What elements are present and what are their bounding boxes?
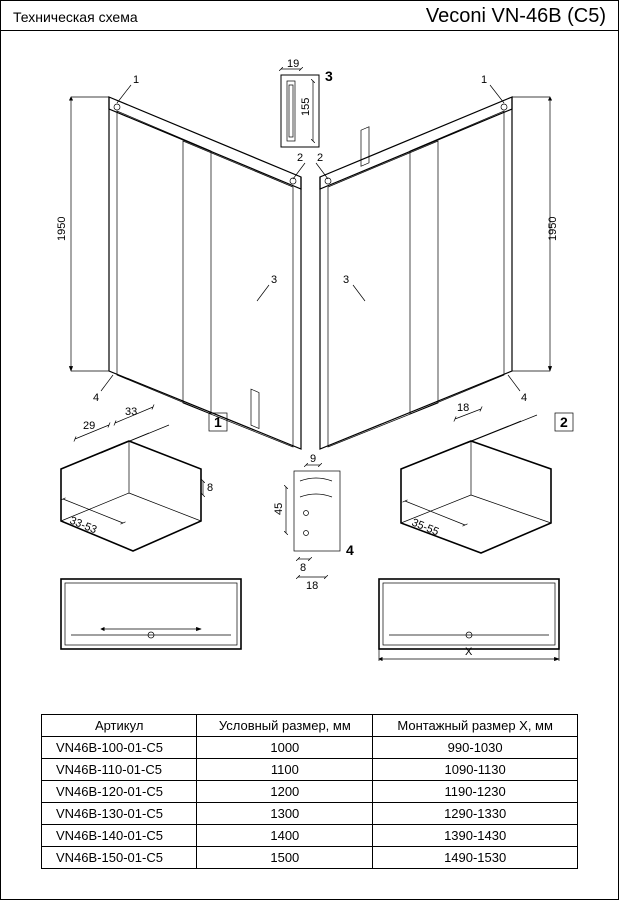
header-title-right: Veconi VN-46B (C5) bbox=[426, 5, 606, 28]
detail-3: 19 155 3 bbox=[281, 58, 333, 147]
th-article: Артикул bbox=[42, 715, 197, 737]
svg-text:3: 3 bbox=[343, 274, 349, 286]
detail-4-d4: 18 bbox=[306, 580, 318, 592]
dim-height-right: 1950 bbox=[547, 217, 559, 241]
detail-1-range: 33-53 bbox=[68, 515, 99, 537]
detail-3-width: 19 bbox=[287, 58, 299, 70]
table-row: VN46B-120-01-C512001190-1230 bbox=[42, 781, 578, 803]
svg-text:1: 1 bbox=[481, 74, 487, 86]
table-row: VN46B-130-01-C513001290-1330 bbox=[42, 803, 578, 825]
svg-text:4: 4 bbox=[521, 392, 527, 404]
detail-3-label: 3 bbox=[325, 68, 333, 84]
dim-height-left: 1950 bbox=[56, 217, 68, 241]
detail-4-d2: 45 bbox=[273, 503, 285, 515]
header-title-left: Техническая схема bbox=[13, 9, 138, 25]
detail-2: 18 35-55 2 bbox=[401, 402, 573, 553]
table-row: VN46B-150-01-C515001490-1530 bbox=[42, 847, 578, 869]
th-nominal: Условный размер, мм bbox=[197, 715, 373, 737]
main-panel-left: 1950 1 2 3 4 bbox=[56, 74, 305, 449]
top-view-left bbox=[61, 579, 241, 649]
svg-text:1: 1 bbox=[133, 74, 139, 86]
detail-1-label: 1 bbox=[214, 414, 222, 430]
detail-4-d1: 9 bbox=[310, 453, 316, 465]
spec-table: Артикул Условный размер, мм Монтажный ра… bbox=[41, 714, 578, 869]
detail-4: 9 45 8 18 4 bbox=[273, 453, 354, 592]
detail-4-d3: 8 bbox=[300, 562, 306, 574]
detail-2-d1: 18 bbox=[457, 402, 469, 414]
detail-3-height: 155 bbox=[300, 98, 312, 116]
svg-text:4: 4 bbox=[93, 392, 99, 404]
table-row: VN46B-110-01-C511001090-1130 bbox=[42, 759, 578, 781]
page: Техническая схема Veconi VN-46B (C5) bbox=[0, 0, 619, 900]
detail-1-d1: 29 bbox=[83, 420, 95, 432]
table-row: VN46B-140-01-C514001390-1430 bbox=[42, 825, 578, 847]
table-row: VN46B-100-01-C51000990-1030 bbox=[42, 737, 578, 759]
header: Техническая схема Veconi VN-46B (C5) bbox=[1, 1, 618, 31]
detail-2-range: 35-55 bbox=[410, 517, 441, 539]
detail-1: 29 33 33-53 8 1 bbox=[61, 406, 227, 551]
diagram-svg: 19 155 3 1950 bbox=[1, 31, 619, 661]
technical-diagram: 19 155 3 1950 bbox=[1, 31, 618, 661]
spec-table-body: VN46B-100-01-C51000990-1030 VN46B-110-01… bbox=[42, 737, 578, 869]
svg-text:3: 3 bbox=[271, 274, 277, 286]
top-view-right: X bbox=[379, 579, 559, 661]
svg-text:2: 2 bbox=[317, 152, 323, 164]
size-table: Артикул Условный размер, мм Монтажный ра… bbox=[41, 714, 578, 869]
detail-1-d2: 33 bbox=[125, 406, 137, 418]
detail-2-label: 2 bbox=[560, 414, 568, 430]
th-mounting: Монтажный размер X, мм bbox=[373, 715, 578, 737]
svg-text:2: 2 bbox=[297, 152, 303, 164]
detail-4-label: 4 bbox=[346, 542, 354, 558]
detail-1-d3: 8 bbox=[207, 482, 213, 494]
dim-x-label: X bbox=[465, 646, 473, 658]
main-panel-right: 1950 1 2 3 4 bbox=[316, 74, 559, 449]
